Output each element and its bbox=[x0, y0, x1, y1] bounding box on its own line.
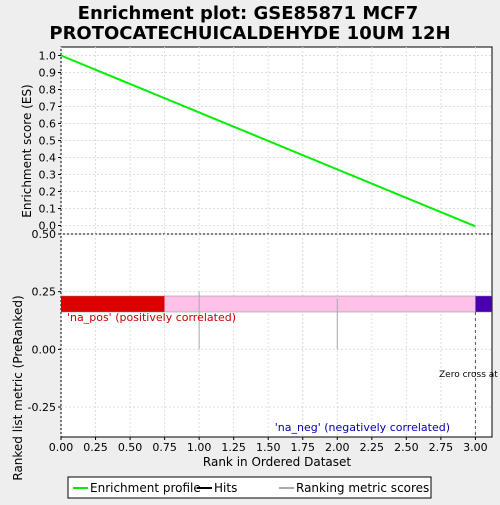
ranking-y-tick-label: 0.00 bbox=[32, 343, 57, 356]
ranking-y-axis: 0.50 0.25 0.00 -0.25 bbox=[28, 228, 61, 414]
es-y-axis: 0.0 0.1 0.2 0.3 0.4 0.5 0.6 0.7 0.8 0.9 1.0 bbox=[39, 50, 61, 233]
es-y-tick-label: 0.6 bbox=[39, 118, 57, 131]
negative-correlation-label: 'na_neg' (negatively correlated) bbox=[275, 421, 450, 434]
x-tick-label: 0.75 bbox=[152, 441, 177, 454]
legend-box bbox=[67, 476, 432, 499]
x-tick-label: 2.00 bbox=[325, 441, 350, 454]
es-y-tick-label: 0.7 bbox=[39, 101, 57, 114]
color-bar-positive bbox=[61, 296, 165, 312]
x-tick-label: 2.75 bbox=[429, 441, 454, 454]
x-tick-label: 1.25 bbox=[221, 441, 246, 454]
x-tick-label: 1.50 bbox=[256, 441, 281, 454]
legend-label: Ranking metric scores bbox=[296, 481, 429, 495]
es-y-axis-label: Enrichment score (ES) bbox=[20, 84, 34, 217]
color-bar-middle bbox=[164, 296, 476, 312]
ranking-x-axis: 0.00 0.25 0.50 0.75 1.00 1.25 1.50 1.75 2.00 2.25… bbox=[49, 437, 488, 454]
chart-title-line-2: PROTOCATECHUICALDEHYDE 10UM 12H bbox=[49, 23, 450, 44]
ranking-y-axis-label: Ranked list metric (PreRanked) bbox=[11, 295, 25, 480]
legend-label: Hits bbox=[214, 481, 237, 495]
es-series bbox=[60, 54, 476, 228]
es-y-tick-label: 0.8 bbox=[39, 84, 57, 97]
x-axis-label: Rank in Ordered Dataset bbox=[203, 455, 351, 469]
ranking-plot-area bbox=[60, 233, 493, 438]
ranking-y-tick-label: -0.25 bbox=[28, 401, 56, 414]
legend: Enrichment profile Hits Ranking metric sco… bbox=[73, 481, 429, 495]
x-tick-label: 0.00 bbox=[49, 441, 74, 454]
x-tick-label: 2.25 bbox=[360, 441, 385, 454]
zero-cross-label: Zero cross at 3 bbox=[439, 370, 500, 380]
x-tick-label: 1.75 bbox=[290, 441, 315, 454]
es-y-tick-label: 0.0 bbox=[39, 220, 57, 233]
x-tick-label: 3.00 bbox=[463, 441, 488, 454]
ranking-series bbox=[198, 291, 476, 437]
enrichment-profile-line bbox=[60, 54, 476, 228]
ranking-y-tick-label: 0.25 bbox=[32, 286, 57, 299]
x-tick-label: 1.00 bbox=[187, 441, 212, 454]
es-y-tick-label: 0.1 bbox=[39, 203, 57, 216]
es-y-tick-label: 0.4 bbox=[39, 152, 57, 165]
es-y-tick-label: 0.3 bbox=[39, 169, 57, 182]
es-y-tick-label: 0.9 bbox=[39, 67, 57, 80]
x-tick-label: 0.50 bbox=[118, 441, 143, 454]
positive-correlation-label: 'na_pos' (positively correlated) bbox=[67, 311, 236, 324]
chart-title-line-1: Enrichment plot: GSE85871 MCF7 bbox=[78, 3, 419, 24]
x-tick-label: 0.25 bbox=[83, 441, 108, 454]
correlation-color-bar bbox=[61, 295, 492, 313]
x-tick-label: 2.50 bbox=[394, 441, 419, 454]
legend-label: Enrichment profile bbox=[90, 481, 201, 495]
es-y-tick-label: 1.0 bbox=[39, 50, 57, 63]
color-bar-negative bbox=[475, 296, 492, 312]
ranking-y-tick-label: 0.50 bbox=[32, 228, 57, 241]
es-y-tick-label: 0.5 bbox=[39, 135, 57, 148]
es-y-tick-label: 0.2 bbox=[39, 186, 57, 199]
